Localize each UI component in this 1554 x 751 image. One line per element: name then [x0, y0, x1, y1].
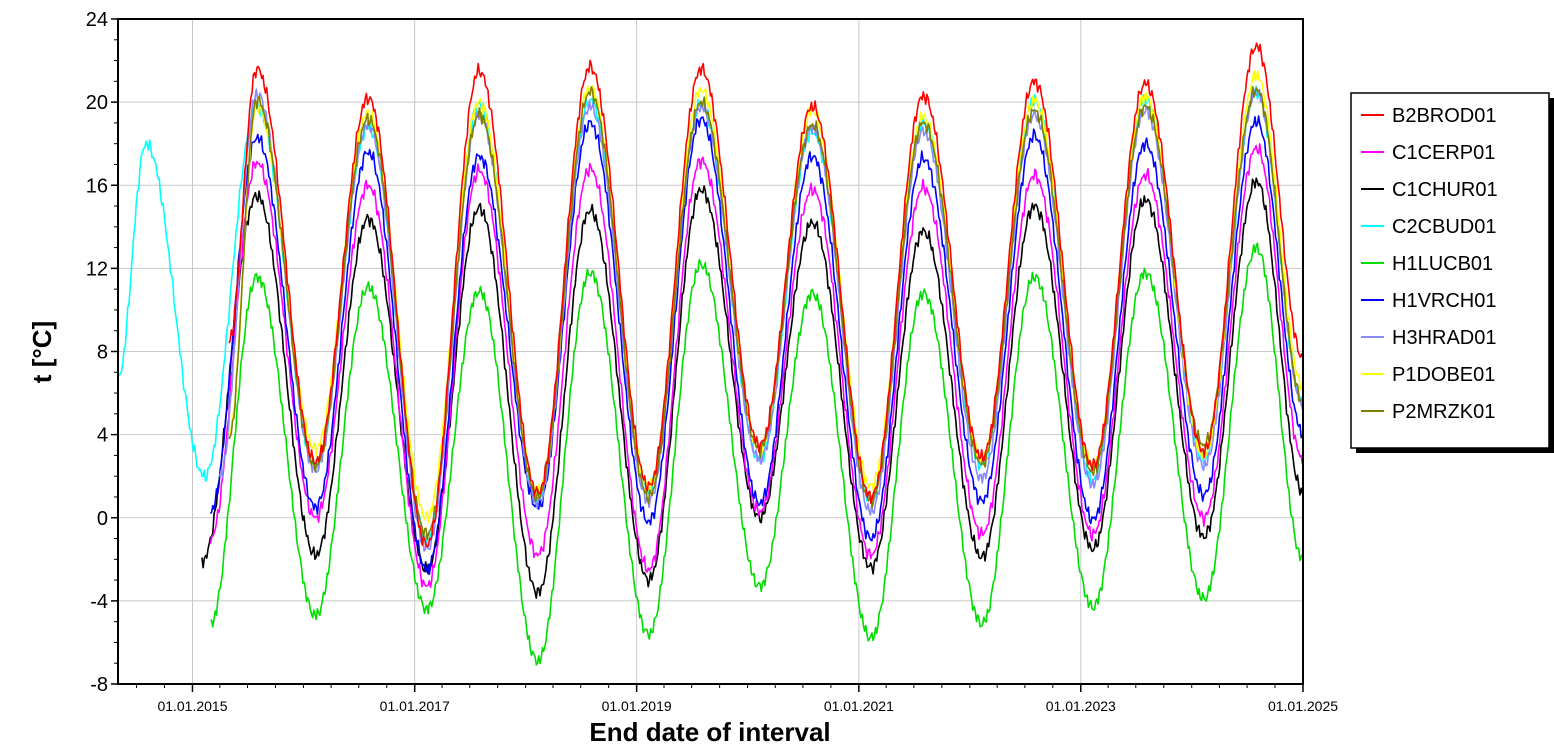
series-layer: [117, 42, 1304, 666]
y-tick-label: 16: [86, 175, 108, 197]
x-tick-label: 01.01.2015: [157, 698, 227, 714]
series-line-c1chur01: [201, 177, 1304, 599]
y-axis-title: t [°C]: [27, 321, 57, 383]
legend-label: P1DOBE01: [1392, 364, 1495, 386]
legend-label: H3HRAD01: [1392, 327, 1496, 349]
legend-label: C1CHUR01: [1392, 179, 1498, 201]
x-axis: 01.01.2015 01.01.2017 01.01.2019 01.01.2021…: [136, 684, 1338, 714]
y-tick-label: 0: [97, 508, 108, 530]
legend-label: H1LUCB01: [1392, 253, 1493, 275]
y-tick-label: 20: [86, 92, 108, 114]
x-tick-label: 01.01.2017: [380, 698, 450, 714]
series-line-b2brod01: [228, 42, 1304, 548]
y-axis: -8 -4 0 4 8 12 16 20 24: [86, 9, 118, 696]
legend-label: B2BROD01: [1392, 105, 1497, 127]
series-line-p1dobe01: [228, 69, 1304, 524]
y-tick-label: -4: [90, 591, 108, 613]
y-tick-label: -8: [90, 674, 108, 696]
legend-label: C1CERP01: [1392, 142, 1495, 164]
y-tick-label: 12: [86, 258, 108, 280]
y-tick-label: 8: [97, 342, 108, 364]
legend: B2BROD01 C1CERP01 C1CHUR01 C2CBUD01 H1LUCB01…: [1350, 92, 1554, 453]
y-tick-label: 4: [97, 425, 108, 447]
legend-label: P2MRZK01: [1392, 401, 1495, 423]
x-tick-label: 01.01.2023: [1046, 698, 1116, 714]
x-tick-label: 01.01.2025: [1268, 698, 1338, 714]
x-tick-label: 01.01.2021: [824, 698, 894, 714]
grid: [118, 18, 1304, 685]
legend-label: C2CBUD01: [1392, 216, 1496, 238]
x-tick-label: 01.01.2019: [602, 698, 672, 714]
series-line-h1lucb01: [210, 242, 1303, 666]
x-axis-title: End date of interval: [589, 717, 830, 747]
legend-label: H1VRCH01: [1392, 290, 1496, 312]
y-tick-label: 24: [86, 9, 108, 31]
series-line-h1vrch01: [209, 115, 1304, 576]
